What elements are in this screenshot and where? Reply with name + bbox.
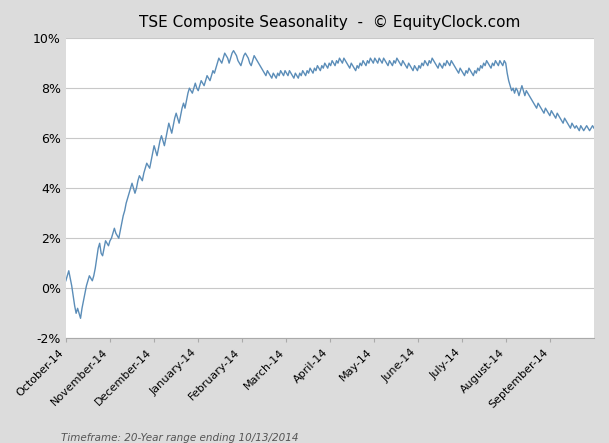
Text: Timeframe: 20-Year range ending 10/13/2014: Timeframe: 20-Year range ending 10/13/20… [61, 433, 298, 443]
Title: TSE Composite Seasonality  -  © EquityClock.com: TSE Composite Seasonality - © EquityCloc… [139, 15, 521, 30]
